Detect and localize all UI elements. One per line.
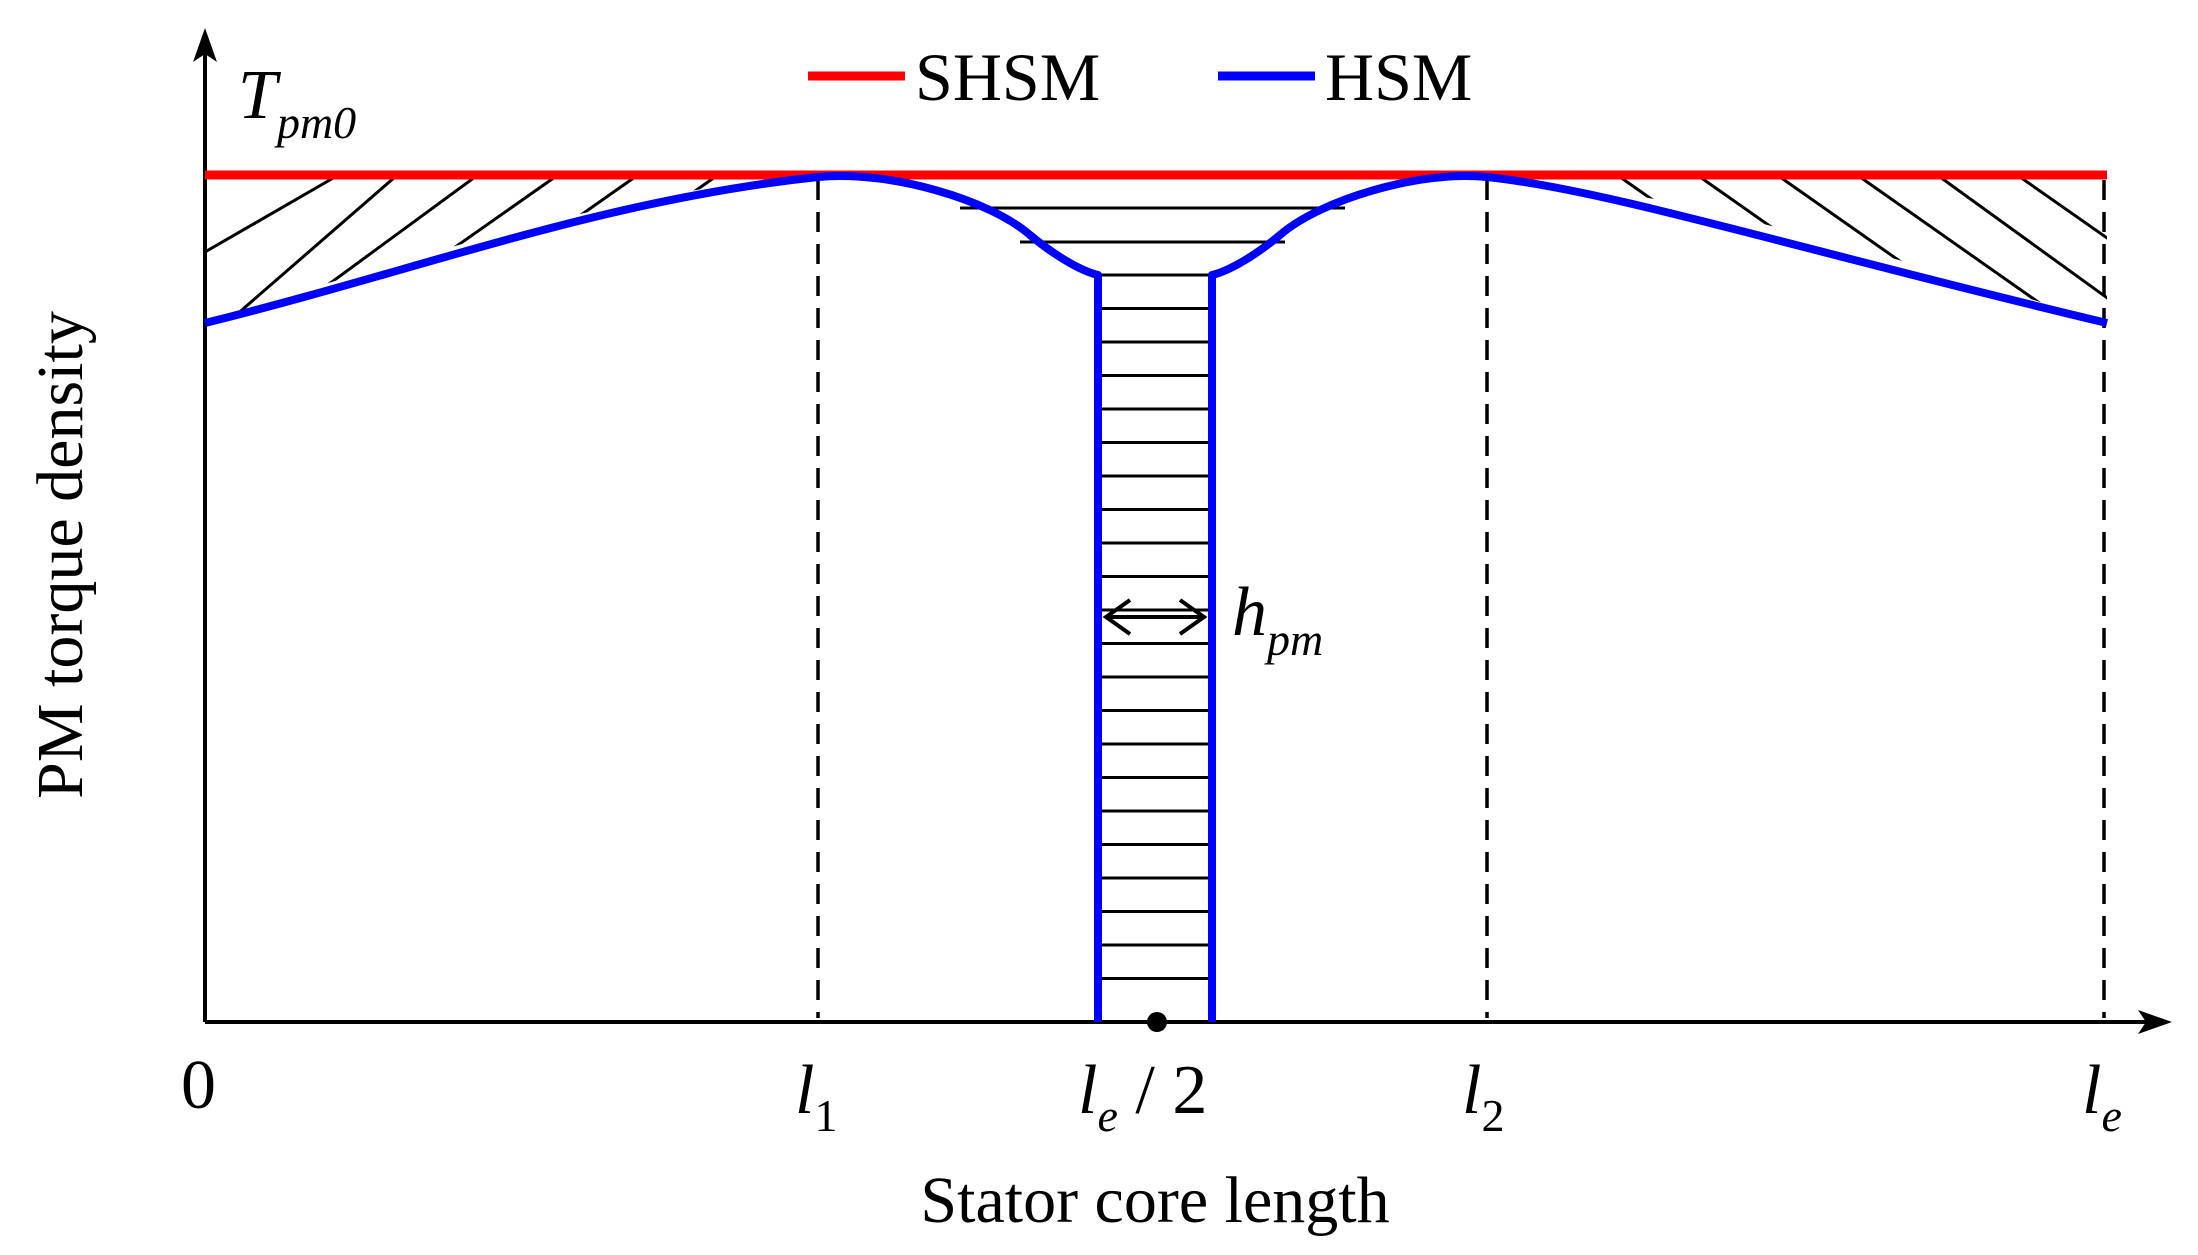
y-axis-arrow [193,28,217,62]
hatch-left-region [205,177,796,323]
pm-width-label: hpm [1232,574,1323,665]
legend-label-hsm: HSM [1325,39,1472,115]
x-axis-label: Stator core length [920,1164,1389,1237]
dashed-guides [816,180,2106,1018]
hatch-center-top [960,206,1345,244]
hatch-pm-slot [1098,273,1212,980]
pm-width-arrow [1102,598,1208,636]
x-axis-arrow [2138,1010,2172,1034]
tick-l1: l1 [795,1052,837,1141]
legend: SHSM HSM [808,39,1472,115]
tick-mid: le / 2 [1078,1052,1207,1141]
y-top-label: Tpm0 [238,57,356,148]
midpoint-marker [1147,1012,1167,1032]
tick-l2: l2 [1462,1052,1504,1141]
axes [203,50,2150,1024]
tick-origin: 0 [181,1047,216,1124]
legend-label-shsm: SHSM [915,39,1100,115]
y-axis-label: PM torque density [24,311,97,799]
hsm-curve [204,172,2108,1022]
tick-le: le [2082,1052,2122,1141]
